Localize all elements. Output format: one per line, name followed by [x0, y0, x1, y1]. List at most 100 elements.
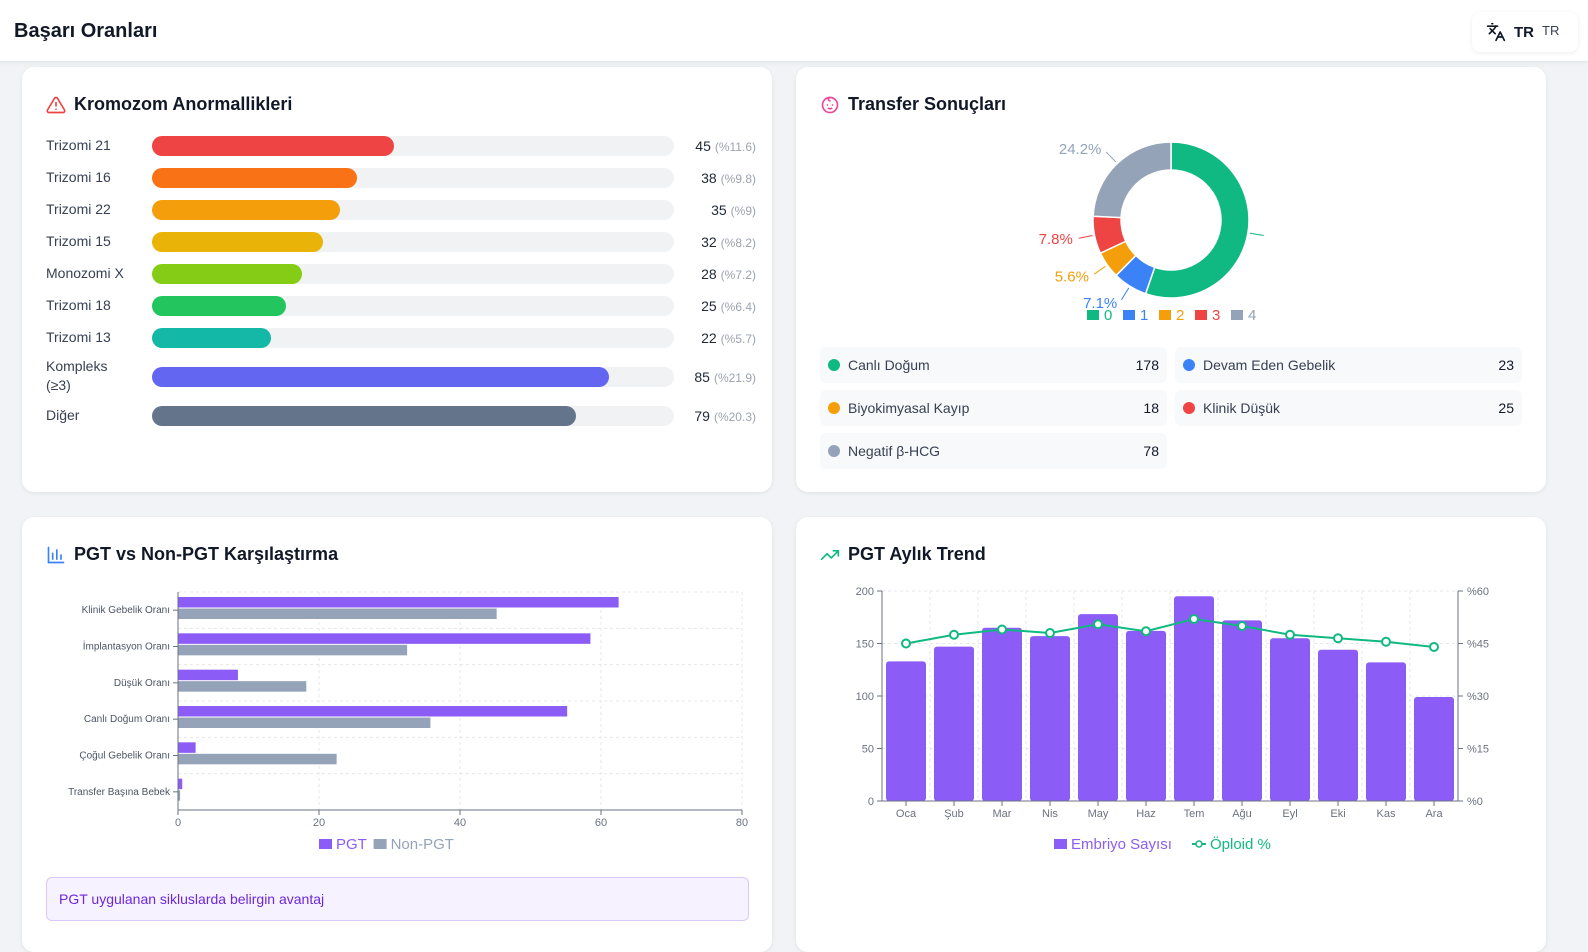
- chromosome-value: 28 (%7.2): [676, 266, 756, 282]
- x-tick-label: Ağu: [1232, 808, 1252, 820]
- legend-swatch: [373, 839, 387, 849]
- y-right-tick-label: %30: [1467, 691, 1489, 703]
- legend-label: Öploid %: [1210, 835, 1271, 853]
- x-tick-label: 20: [313, 817, 325, 829]
- euploid-point: [1141, 626, 1151, 637]
- donut-label-line: [1078, 235, 1093, 239]
- euploid-point: [1429, 642, 1439, 652]
- donut-slice: [1092, 141, 1172, 219]
- pgt-trend-card-title: PGT Aylık Trend: [820, 544, 986, 565]
- x-tick-label: 40: [454, 817, 466, 829]
- donut-legend-swatch: [1195, 310, 1207, 320]
- y-category-label: Düşük Oranı: [114, 678, 170, 689]
- legend-dot: [1183, 359, 1195, 371]
- embryo-bar: [1270, 638, 1310, 801]
- bar-non-pgt: [178, 717, 431, 728]
- chromosome-label: Monozomi X: [46, 265, 124, 281]
- embryo-bar: [982, 627, 1022, 801]
- page-title: Başarı Oranları: [14, 20, 158, 42]
- y-category-label: Çoğul Gebelik Oranı: [79, 751, 170, 762]
- chromosome-label: Trizomi 15: [46, 233, 111, 249]
- transfer-legend-tile: Biyokimyasal Kayıp 18: [820, 390, 1167, 426]
- chromosome-value: 45 (%11.6): [676, 138, 756, 154]
- transfer-outcome-count: 23: [1498, 357, 1514, 373]
- euploid-point: [1045, 628, 1055, 638]
- donut-label-line: [1093, 265, 1106, 275]
- bar-pgt: [178, 633, 591, 644]
- transfer-legend-tile: Canlı Doğum 178: [820, 347, 1167, 383]
- transfer-outcome-label: Canlı Doğum: [848, 357, 930, 373]
- chromosome-card: Kromozom Anormallikleri Trizomi 21 45 (%11…: [22, 67, 772, 492]
- y-right-tick-label: %45: [1467, 639, 1489, 651]
- euploid-point: [1381, 636, 1391, 647]
- pgt-trend-title: PGT Aylık Trend: [848, 544, 986, 564]
- chromosome-bar-track: [152, 232, 674, 252]
- chromosome-bar-fill: [152, 264, 303, 284]
- pgt-compare-card: PGT vs Non-PGT Karşılaştırma 0 20 40 60 80 Kl…: [22, 517, 772, 952]
- chromosome-bar-fill: [152, 367, 610, 387]
- bar-pgt: [178, 778, 183, 790]
- x-tick-label: Tem: [1184, 808, 1205, 820]
- donut-legend-swatch: [1159, 310, 1171, 320]
- chromosome-row: Trizomi 16 38 (%9.8): [46, 167, 756, 188]
- chromosome-percent: (%20.3): [713, 410, 756, 424]
- pgt-compare-chart: 0 20 40 60 80 Klinik Gebelik Oranı İmplantasyo…: [68, 591, 748, 853]
- x-tick-label: Haz: [1136, 808, 1156, 820]
- y-category-label: Transfer Başına Bebek: [68, 787, 171, 798]
- donut-legend-label: 3: [1212, 307, 1220, 324]
- transfer-donut-chart: 7.1% 5.6% 7.8% 24.2% 0 1 2 3 4: [1039, 141, 1264, 324]
- chromosome-bar-track: [152, 136, 674, 156]
- chromosome-label: Trizomi 16: [46, 169, 111, 185]
- bar-pgt: [178, 742, 196, 753]
- pgt-compare-title: PGT vs Non-PGT Karşılaştırma: [74, 544, 339, 564]
- donut-legend-label: 0: [1104, 307, 1112, 324]
- x-tick-label: 60: [595, 817, 607, 829]
- euploid-point: [1285, 629, 1295, 640]
- chromosome-bar-track: [152, 328, 674, 348]
- trending-up-icon: [820, 549, 840, 560]
- chromosome-title: Kromozom Anormallikleri: [74, 94, 293, 114]
- warning-triangle-icon: [46, 96, 66, 113]
- transfer-legend-tile: Devam Eden Gebelik 23: [1175, 347, 1522, 383]
- donut-legend-label: 4: [1248, 307, 1256, 324]
- donut-slice: [1144, 141, 1250, 299]
- transfer-legend-tile: Negatif β-HCG 78: [820, 433, 1167, 469]
- chromosome-row: Monozomi X 28 (%7.2): [46, 263, 756, 284]
- chromosome-bar-track: [152, 367, 674, 387]
- embryo-bar: [1030, 636, 1070, 801]
- euploid-line: [905, 617, 1435, 648]
- legend-label: Embriyo Sayısı: [1071, 836, 1172, 853]
- chromosome-value: 35 (%9): [676, 202, 756, 218]
- chromosome-count: 25: [701, 298, 717, 314]
- transfer-outcome-count: 178: [1135, 357, 1159, 373]
- chromosome-bar-fill: [152, 406, 576, 426]
- euploid-point: [901, 638, 911, 649]
- chromosome-count: 32: [701, 234, 717, 250]
- y-right-tick-label: %60: [1467, 586, 1489, 598]
- euploid-point: [1189, 614, 1199, 624]
- x-tick-label: Eki: [1330, 808, 1345, 820]
- chromosome-row: Diğer 79 (%20.3): [46, 405, 756, 426]
- chromosome-bar-track: [152, 200, 674, 220]
- x-tick-label: May: [1088, 808, 1109, 820]
- embryo-bar: [1414, 697, 1454, 801]
- transfer-legend-tile: Klinik Düşük 25: [1175, 390, 1522, 426]
- pgt-advantage-note: PGT uygulanan sikluslarda belirgin avant…: [46, 877, 749, 921]
- chromosome-label: Trizomi 18: [46, 297, 111, 313]
- x-tick-label: Ara: [1425, 808, 1443, 820]
- euploid-point: [997, 624, 1007, 635]
- chromosome-value: 22 (%5.7): [676, 330, 756, 346]
- donut-label-line: [1120, 287, 1130, 301]
- legend-line-marker: [1195, 840, 1203, 848]
- chromosome-value: 38 (%9.8): [676, 170, 756, 186]
- bar-pgt: [178, 706, 568, 717]
- donut-legend-label: 1: [1140, 307, 1148, 324]
- x-tick-label: Kas: [1377, 808, 1396, 820]
- chromosome-count: 79: [694, 408, 710, 424]
- embryo-bar: [1126, 630, 1166, 801]
- legend-dot: [828, 445, 840, 457]
- donut-data-label: 7.8%: [1039, 231, 1073, 248]
- chromosome-row: Trizomi 18 25 (%6.4): [46, 295, 756, 316]
- chromosome-row: Trizomi 13 22 (%5.7): [46, 327, 756, 348]
- language-switcher[interactable]: TR TR: [1472, 12, 1578, 52]
